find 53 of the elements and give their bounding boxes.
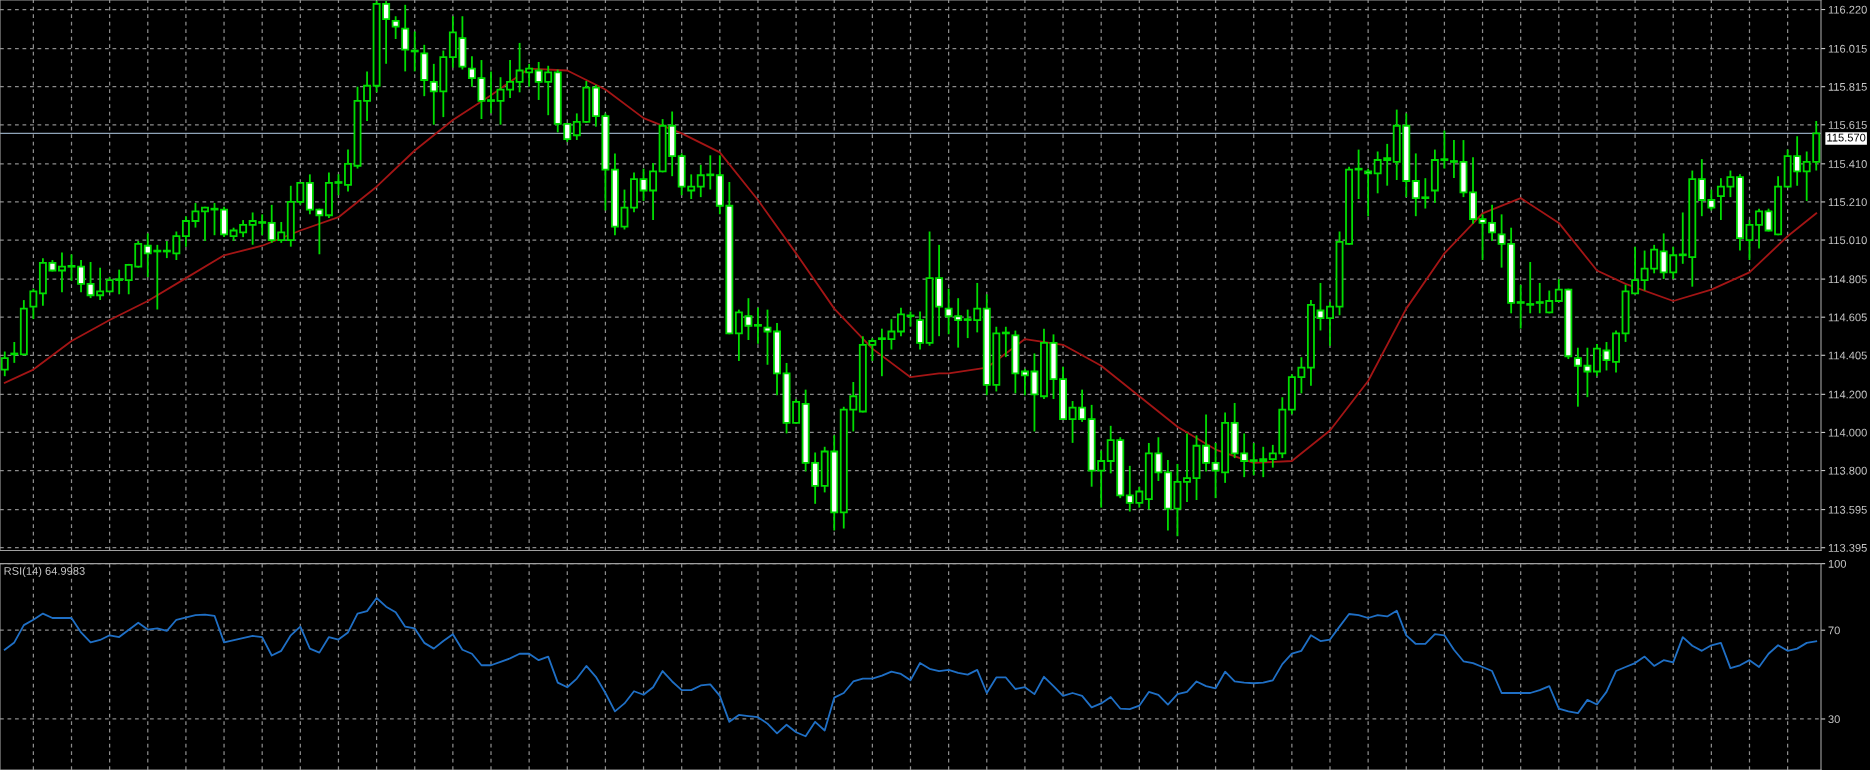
line-series [3,67,1818,464]
candlestick [0,351,9,377]
y-tick-label: 116.220 [1828,5,1867,14]
candlestick [1592,343,1601,377]
candlestick [467,56,476,87]
candlestick [67,254,76,281]
candlestick [1183,433,1191,502]
candlestick [58,252,66,293]
candlestick [77,260,85,293]
candlestick [496,77,505,125]
candlestick [401,4,410,72]
candlestick [391,16,400,40]
y-tick-label: 115.410 [1828,160,1867,168]
candlestick [753,307,762,344]
y-tick-label: 115.815 [1828,82,1867,91]
y-tick-label: 116.015 [1828,44,1867,53]
y-tick-label: 114.405 [1828,351,1867,360]
y-tick-label: 113.800 [1828,466,1867,475]
chart-title: RSI(14) 64.9983 [4,566,85,578]
candlestick [1478,214,1487,260]
candlestick [897,307,905,337]
y-tick-label: 115.615 [1828,121,1867,129]
candlestick [201,206,209,241]
candlestick [1364,168,1373,217]
candlestick [1326,301,1334,346]
candlestick [1488,204,1497,241]
y-tick-label: 114.200 [1828,390,1867,399]
candlestick [1202,414,1211,472]
candlestick [506,60,515,99]
candlestick [1755,208,1763,249]
line-series [3,597,1818,738]
y-tick-label: 115.010 [1828,236,1867,245]
y-tick-label: 114.805 [1828,275,1867,284]
y-tick-label: 114.000 [1828,428,1867,437]
y-tick-label: 113.395 [1828,543,1867,552]
candlestick [344,149,352,192]
candlestick [334,174,343,196]
y-tick-label: 114.605 [1828,313,1867,322]
candlestick [29,288,38,320]
candlestick [363,71,372,121]
candlestick [487,71,495,114]
y-tick-label: 70 [1828,626,1840,635]
y-tick-label: 115.210 [1828,198,1867,207]
y-tick-label: 100 [1828,559,1847,568]
candlestick [1602,341,1611,371]
ref-line-label: 115.570 [1827,133,1866,142]
candlestick [1449,140,1458,179]
candlestick [620,189,629,230]
y-tick-label: 113.595 [1828,505,1867,514]
candlestick [477,60,486,120]
y-tick-label: 30 [1828,715,1840,724]
candlestick [1745,220,1754,260]
candlestick [916,311,924,350]
